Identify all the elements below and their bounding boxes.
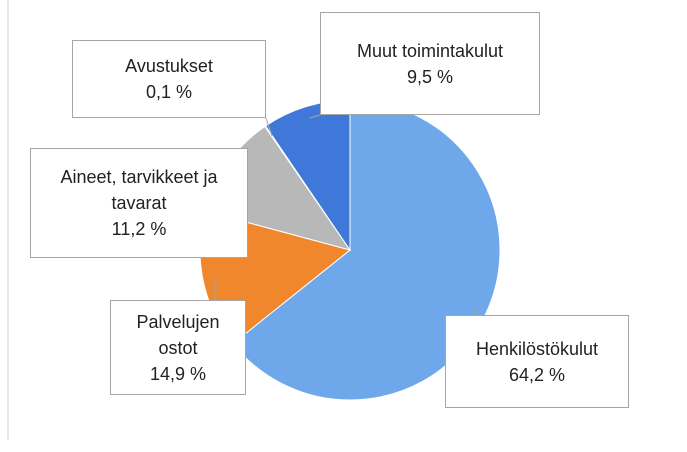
category-label: Avustukset: [125, 56, 213, 76]
value-label: 14,9 %: [149, 363, 207, 384]
callout-line: [265, 117, 273, 137]
category-label: Muut toimintakulut: [356, 40, 504, 61]
value-label: 11,2 %: [111, 219, 167, 239]
category-label: Palvelujen ostot: [136, 311, 220, 358]
data-label-box: Avustukset 0,1 %: [72, 40, 266, 118]
data-label-box: Palvelujen ostot 14,9 %: [110, 300, 246, 395]
category-label: Aineet, tarvikkeet ja tavarat: [60, 167, 218, 213]
data-label-box: Aineet, tarvikkeet ja tavarat 11,2 %: [30, 148, 248, 258]
category-label: Henkilöstökulut: [475, 338, 599, 359]
value-label: 0,1 %: [145, 82, 193, 102]
data-label-box: Henkilöstökulut 64,2 %: [445, 315, 629, 408]
callout-line: [309, 114, 321, 119]
value-label: 9,5 %: [406, 66, 454, 87]
data-label-box: Muut toimintakulut 9,5 %: [320, 12, 540, 115]
pie-slice: [232, 99, 501, 401]
value-label: 64,2 %: [508, 364, 566, 385]
